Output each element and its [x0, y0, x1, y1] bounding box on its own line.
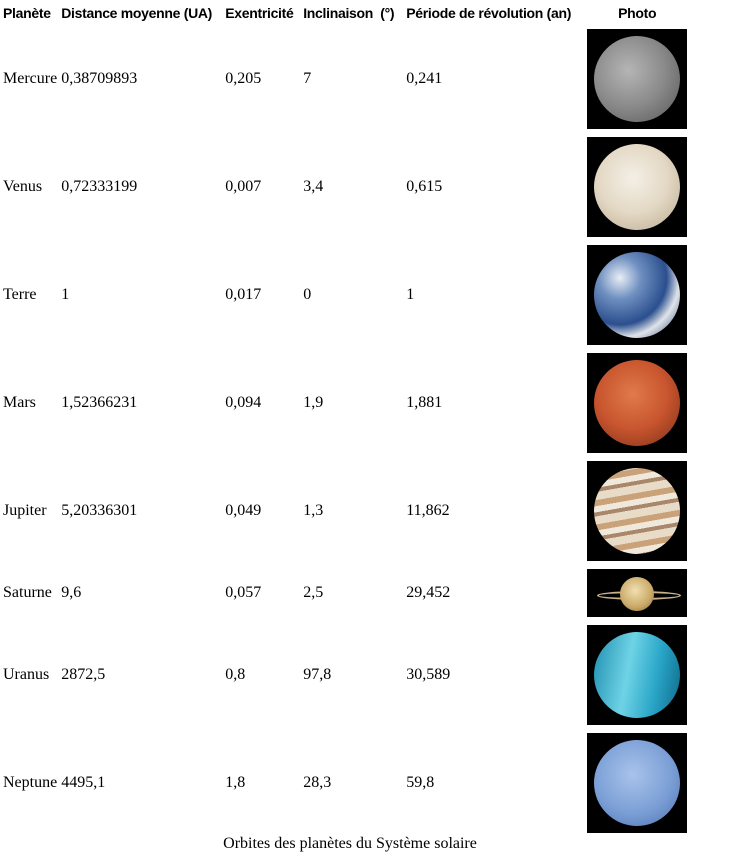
header-distance: Distance moyenne (UA) — [61, 5, 213, 21]
planet-globe — [594, 360, 681, 446]
cell-eccentricity: 0,094 — [225, 394, 262, 411]
cell-distance: 4495,1 — [61, 774, 106, 791]
planet-globe — [594, 144, 681, 230]
mars-photo — [587, 353, 688, 453]
cell-distance: 0,72333199 — [61, 178, 138, 195]
cell-period: 59,8 — [406, 774, 435, 791]
cell-period: 11,862 — [406, 502, 450, 519]
uranus-photo — [587, 625, 688, 725]
cell-distance: 1,52366231 — [61, 394, 138, 411]
saturn-photo — [587, 569, 688, 617]
cell-inclination: 97,8 — [303, 666, 332, 683]
table-row: Venus 0,72333199 0,007 3,4 0,615 — [2, 134, 688, 240]
table-row: Mercure 0,38709893 0,205 7 0,241 — [2, 26, 688, 132]
table-row: Terre 1 0,017 0 1 — [2, 242, 688, 348]
table-row: Saturne 9,6 0,057 2,5 29,452 — [2, 566, 688, 620]
saturn-globe — [620, 577, 655, 611]
cell-planet: Venus — [3, 178, 43, 195]
cell-inclination: 28,3 — [303, 774, 332, 791]
cell-planet: Mercure — [3, 70, 58, 87]
cell-period: 1 — [406, 286, 415, 303]
cell-distance: 9,6 — [61, 584, 82, 601]
cell-period: 29,452 — [406, 584, 451, 601]
earth-photo — [587, 245, 688, 345]
cell-eccentricity: 0,057 — [225, 584, 262, 601]
cell-photo — [586, 622, 688, 728]
cell-photo — [586, 134, 688, 240]
cell-photo — [586, 350, 688, 456]
cell-inclination: 0 — [303, 286, 312, 303]
cell-period: 0,615 — [406, 178, 443, 195]
cell-planet: Neptune — [3, 774, 58, 791]
cell-period: 30,589 — [406, 666, 451, 683]
header-photo: Photo — [618, 5, 657, 21]
cell-planet: Jupiter — [3, 502, 47, 519]
cell-photo — [586, 730, 688, 836]
planet-globe — [594, 252, 681, 338]
cell-planet: Saturne — [3, 584, 52, 601]
jupiter-photo — [587, 461, 688, 561]
cell-period: 0,241 — [406, 70, 443, 87]
cell-planet: Uranus — [3, 666, 50, 683]
header-planet: Planète — [3, 5, 51, 21]
table-row: Uranus 2872,5 0,8 97,8 30,589 — [2, 622, 688, 728]
planets-table: Planète Distance moyenne (UA) Exentricit… — [2, 2, 688, 836]
cell-inclination: 3,4 — [303, 178, 324, 195]
planet-globe — [594, 468, 681, 554]
header-eccentricity: Exentricité — [225, 5, 294, 21]
cell-eccentricity: 0,8 — [225, 666, 246, 683]
cell-inclination: 2,5 — [303, 584, 324, 601]
neptune-photo — [587, 733, 688, 833]
planet-globe — [594, 632, 681, 718]
table-row: Neptune 4495,1 1,8 28,3 59,8 — [2, 730, 688, 836]
header-row: Planète Distance moyenne (UA) Exentricit… — [2, 2, 688, 24]
cell-inclination: 1,3 — [303, 502, 324, 519]
cell-inclination: 1,9 — [303, 394, 324, 411]
cell-eccentricity: 0,205 — [225, 70, 262, 87]
table-row: Jupiter 5,20336301 0,049 1,3 11,862 — [2, 458, 688, 564]
planet-globe — [594, 36, 681, 122]
cell-photo — [586, 566, 688, 620]
cell-period: 1,881 — [406, 394, 443, 411]
table-row: Mars 1,52366231 0,094 1,9 1,881 — [2, 350, 688, 456]
table-caption: Orbites des planètes du Système solaire — [223, 835, 477, 852]
venus-photo — [587, 137, 688, 237]
cell-inclination: 7 — [303, 70, 312, 87]
cell-planet: Terre — [3, 286, 37, 303]
cell-eccentricity: 0,007 — [225, 178, 262, 195]
mercury-photo — [587, 29, 688, 129]
cell-distance: 0,38709893 — [61, 70, 138, 87]
header-period: Période de révolution (an) — [406, 5, 572, 21]
header-inclination: Inclinaison (°) — [303, 5, 395, 21]
planet-globe — [594, 740, 681, 826]
cell-photo — [586, 242, 688, 348]
cell-photo — [586, 458, 688, 564]
cell-planet: Mars — [3, 394, 36, 411]
cell-eccentricity: 1,8 — [225, 774, 246, 791]
cell-distance: 1 — [61, 286, 70, 303]
cell-eccentricity: 0,049 — [225, 502, 262, 519]
cell-eccentricity: 0,017 — [225, 286, 262, 303]
cell-distance: 2872,5 — [61, 666, 106, 683]
cell-photo — [586, 26, 688, 132]
cell-distance: 5,20336301 — [61, 502, 138, 519]
